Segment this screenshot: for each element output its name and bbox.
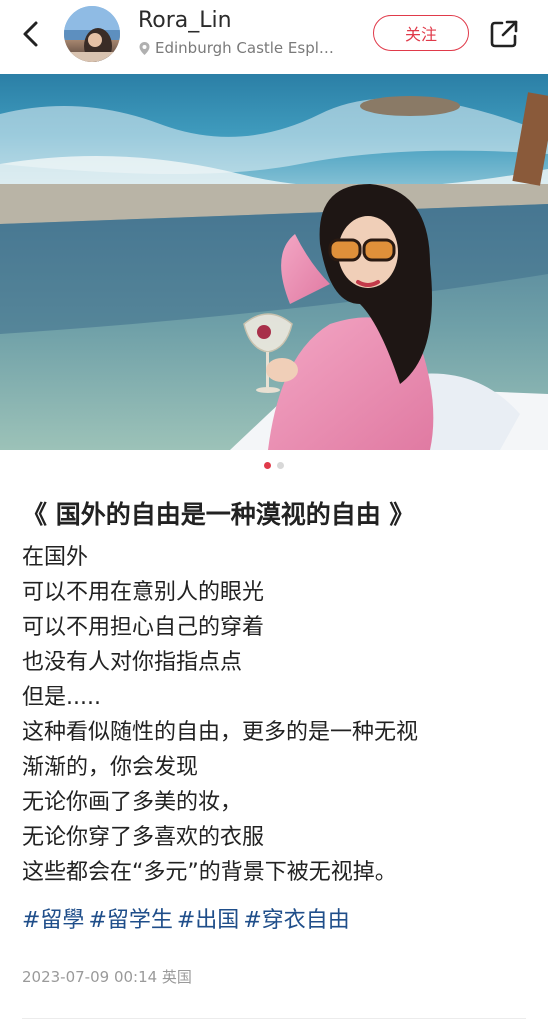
follow-button[interactable]: 关注 (373, 15, 469, 51)
share-button[interactable] (488, 18, 520, 50)
hashtag-list: #留學 #留学生 #出国 #穿衣自由 (22, 902, 350, 934)
top-bar: Rora_Lin Edinburgh Castle Espl… 关注 (0, 0, 548, 74)
body-line: 这些都会在“多元”的背景下被无视掉。 (22, 860, 397, 885)
body-line: 但是..... (22, 685, 101, 710)
share-icon (490, 20, 518, 48)
location-pin-icon (139, 41, 150, 55)
hashtag-liuxue[interactable]: #留學 (22, 908, 85, 933)
hashtag-liuxuesheng[interactable]: #留学生 (88, 908, 173, 933)
location[interactable]: Edinburgh Castle Espl… (138, 39, 358, 57)
body-line: 这种看似随性的自由，更多的是一种无视 (22, 720, 419, 745)
carousel-dot[interactable] (277, 462, 284, 469)
back-button[interactable] (16, 18, 48, 50)
post-title: 《 国外的自由是一种漠视的自由 》 (22, 500, 415, 529)
body-line: 可以不用在意别人的眼光 (22, 580, 265, 605)
body-line: 无论你穿了多喜欢的衣服 (22, 825, 265, 850)
avatar[interactable] (64, 6, 120, 62)
chevron-left-icon (23, 21, 38, 47)
photo-scene (0, 74, 548, 450)
hashtag-chuguo[interactable]: #出国 (176, 908, 240, 933)
hashtag-chuanyiziyou[interactable]: #穿衣自由 (243, 908, 350, 933)
carousel-indicator (0, 462, 548, 472)
carousel-dot-active[interactable] (264, 462, 271, 469)
location-text: Edinburgh Castle Espl… (155, 39, 334, 57)
body-line: 无论你画了多美的妆， (22, 790, 243, 815)
body-line: 在国外 (22, 545, 89, 570)
post-timestamp: 2023-07-09 00:14 英国 (22, 968, 192, 986)
divider (22, 1018, 526, 1019)
username[interactable]: Rora_Lin (138, 8, 232, 33)
body-line: 渐渐的，你会发现 (22, 755, 199, 780)
body-line: 也没有人对你指指点点 (22, 650, 243, 675)
post-photo[interactable] (0, 74, 548, 450)
post-body: 在国外 可以不用在意别人的眼光 可以不用担心自己的穿着 也没有人对你指指点点 但… (22, 540, 532, 890)
body-line: 可以不用担心自己的穿着 (22, 615, 265, 640)
